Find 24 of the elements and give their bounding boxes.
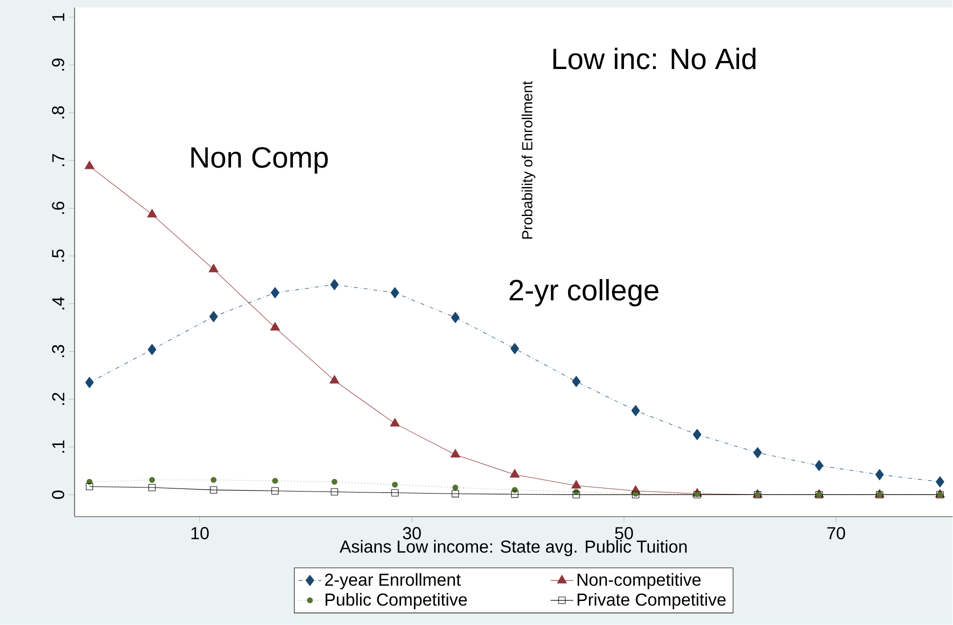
y-tick-label: .7 (52, 154, 64, 166)
x-tick-label: 50 (615, 527, 633, 540)
y-tick-label: .2 (52, 393, 64, 406)
annotation: Low inc: No Aid (553, 48, 756, 70)
y-tick-label: .8 (52, 106, 64, 119)
legend-label: Public Competitive (326, 593, 467, 610)
y-tick-label: .1 (52, 440, 64, 453)
y-tick-label: .4 (52, 297, 64, 310)
x-tick-label: 70 (827, 527, 846, 540)
y-axis-title: Probability of Enrollment (522, 81, 536, 239)
x-axis-title: Asians Low income: State avg. Public Tuition (340, 540, 687, 556)
annotation: Non Comp (191, 147, 328, 174)
legend-label: Private Competitive (578, 593, 726, 610)
y-tick-label: .3 (52, 345, 64, 358)
annotation: 2-yr college (510, 279, 658, 307)
legend-label: Non-competitive (578, 573, 701, 590)
y-tick-label: 0 (52, 490, 64, 500)
x-tick-label: 30 (402, 527, 421, 540)
x-tick-label: 10 (191, 527, 209, 540)
y-tick-label: 1 (52, 13, 64, 21)
y-tick-label: .5 (52, 250, 64, 262)
y-tick-label: .9 (52, 58, 64, 71)
y-tick-label: .6 (52, 202, 64, 214)
legend-label: 2-year Enrollment (325, 573, 461, 590)
